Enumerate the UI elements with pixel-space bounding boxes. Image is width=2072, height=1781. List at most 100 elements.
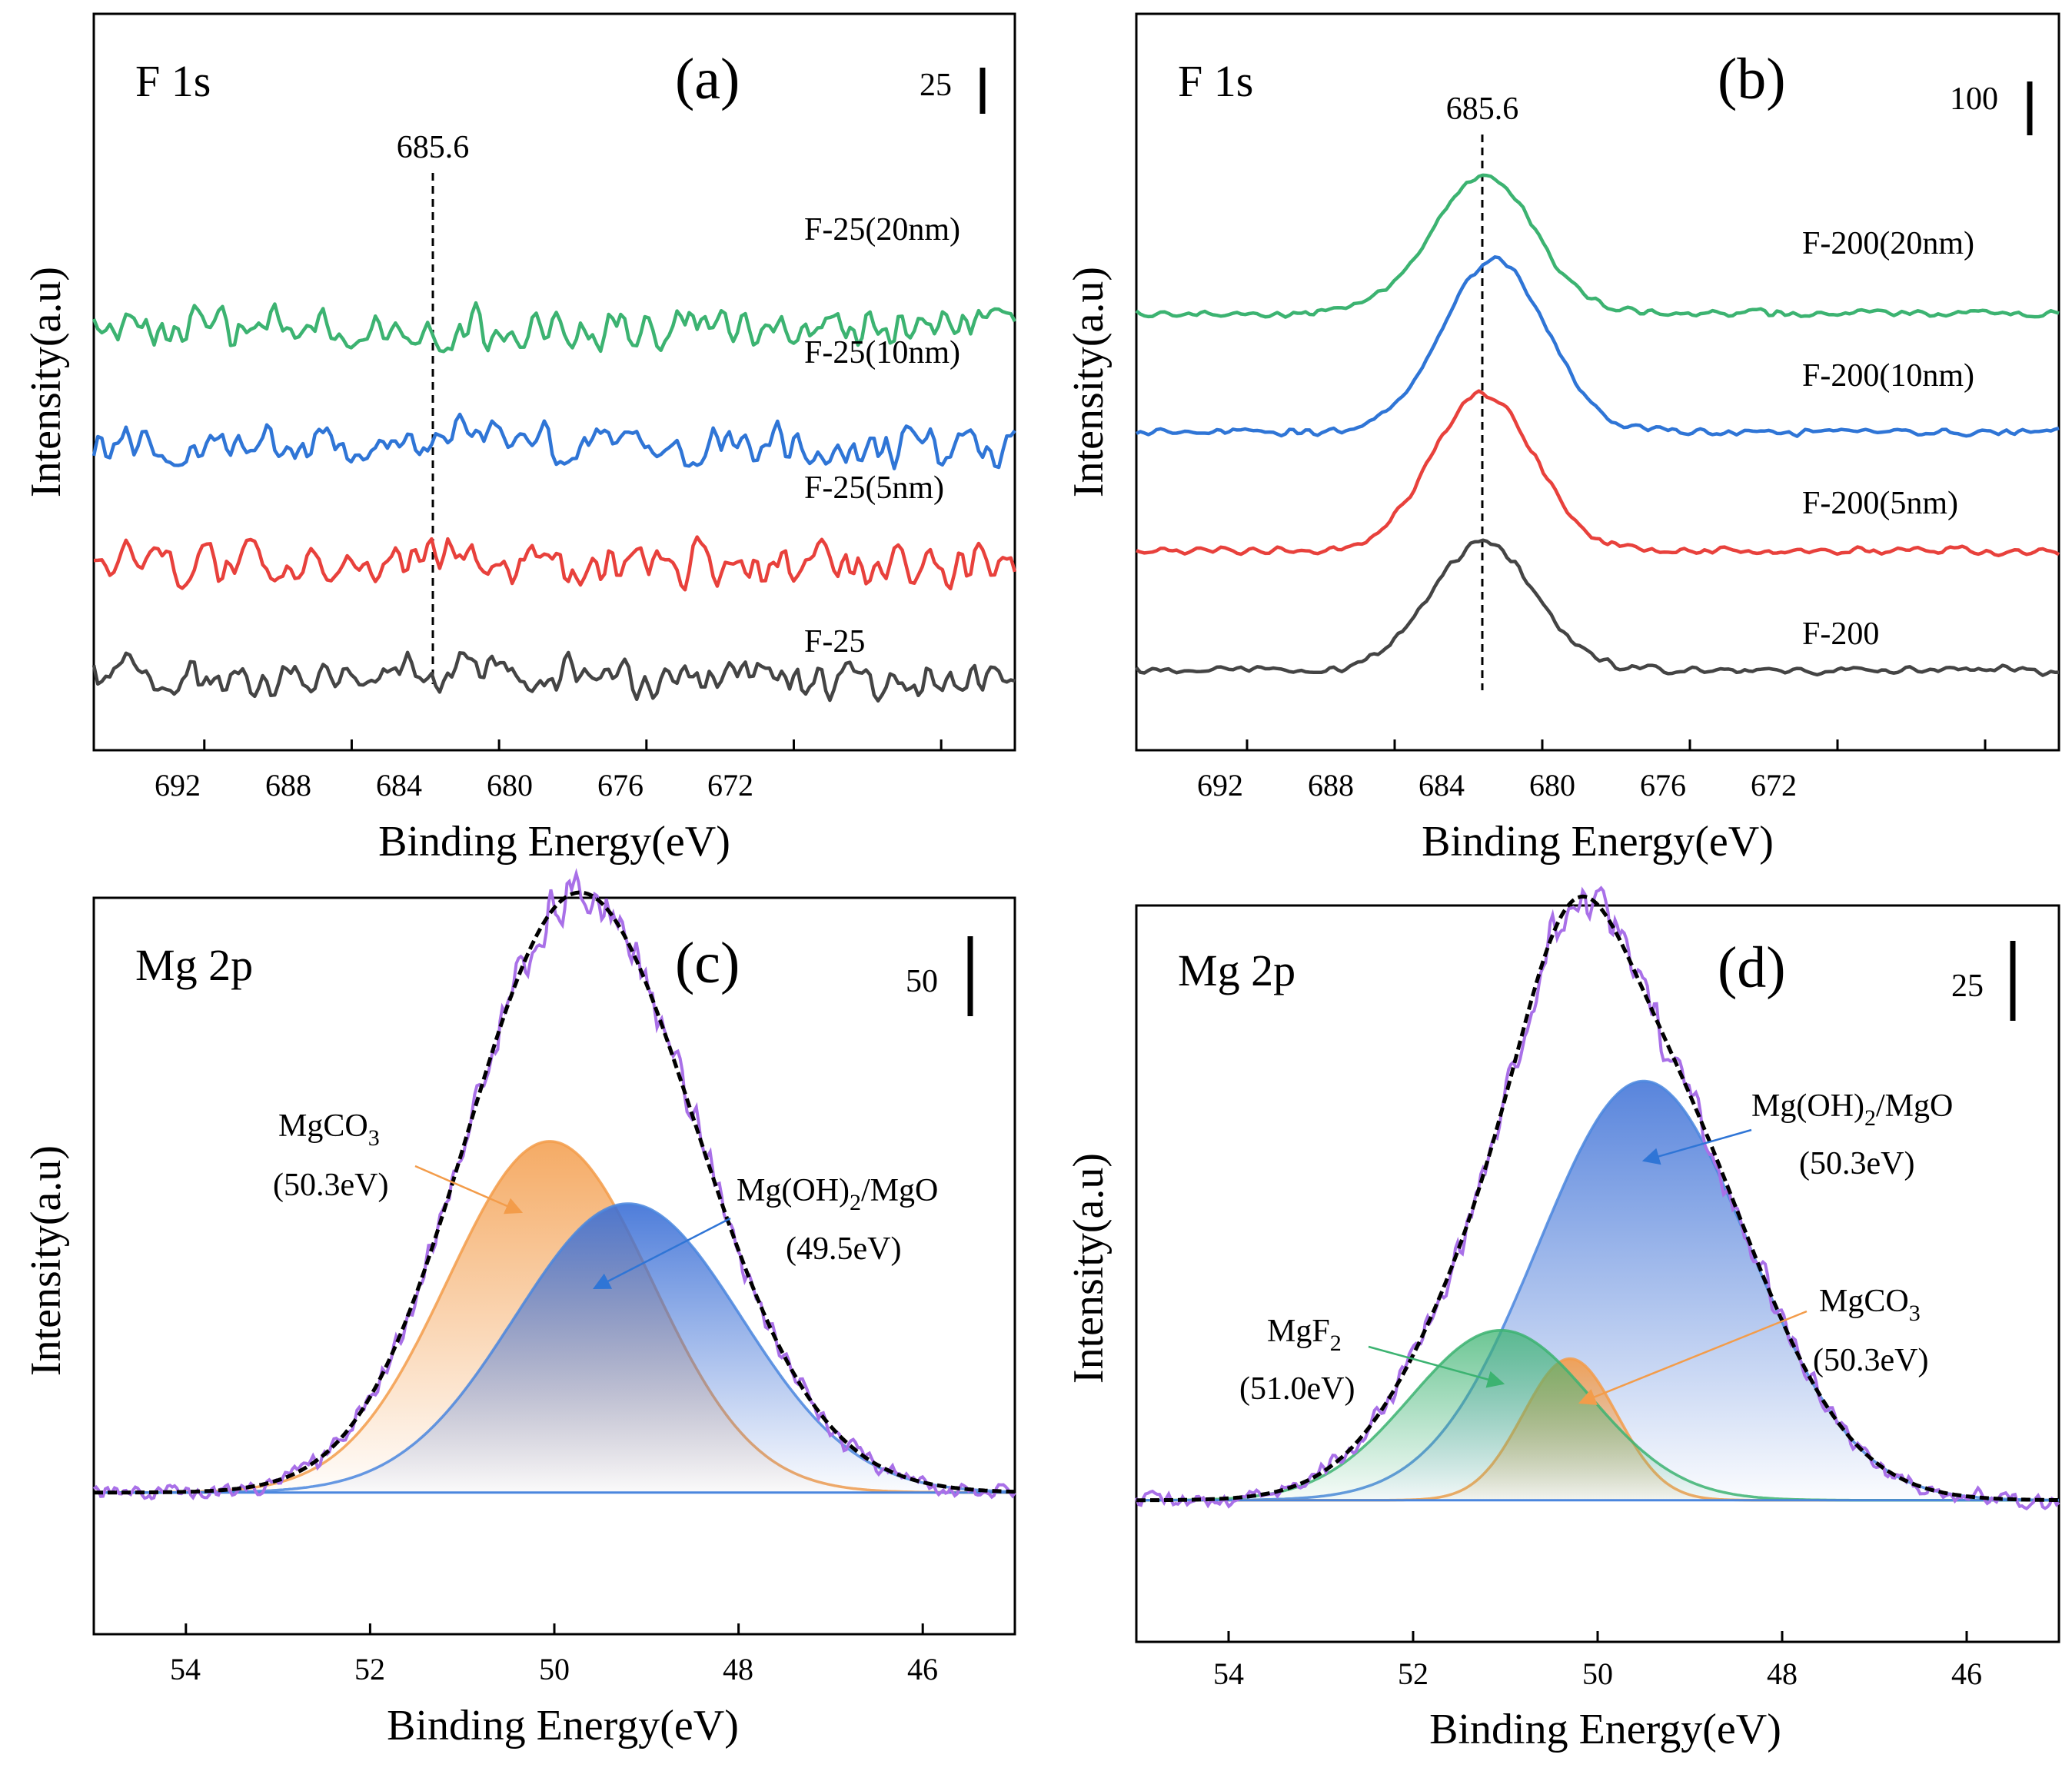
panel-c-x-ticks: [185, 1623, 924, 1634]
panel-a-traces: [91, 301, 1017, 703]
panel-d-scale-value: 25: [1951, 969, 1984, 1004]
panel-c-xlabel: Binding Energy(eV): [387, 1702, 739, 1749]
panel-c-core-level: Mg 2p: [135, 940, 253, 990]
panel-d-mgco3-arrow: [1578, 1310, 1808, 1405]
panel-c-mgco3-base: MgCO: [278, 1108, 368, 1144]
panel-b-series-label-2: F-200(5nm): [1802, 486, 1958, 521]
panel-b-ylabel: Intensity(a.u): [1065, 267, 1112, 497]
panel-b-xlabel: Binding Energy(eV): [1422, 818, 1774, 866]
panel-c-fit-envelope: [94, 890, 1015, 1495]
panel-c-mgoh-sub: 2: [850, 1190, 861, 1215]
panel-b-xtick-5: 672: [1751, 768, 1797, 802]
panel-d-mgoh-pre: Mg(OH): [1751, 1088, 1864, 1124]
panel-b-frame: [1135, 12, 2060, 752]
panel-a-trace-2: [93, 535, 1017, 592]
svg-text:MgCO3: MgCO3: [278, 1108, 380, 1151]
panel-b-scale-value: 100: [1950, 81, 1998, 117]
panel-a-xtick-1: 688: [265, 768, 311, 802]
panel-b-x-ticks: [1246, 739, 1987, 750]
panel-a-xlabel: Binding Energy(eV): [378, 818, 730, 866]
panel-d-mgf2-sub: 2: [1330, 1331, 1342, 1356]
panel-d-letter: (d): [1718, 935, 1786, 1000]
panel-b-letter: (b): [1718, 47, 1786, 111]
panel-d-mgoh-sub: 2: [1864, 1105, 1876, 1131]
panel-b-xtick-3: 680: [1529, 768, 1575, 802]
panel-d-component-fill-2: [1136, 1330, 2059, 1500]
panel-a-letter: (a): [675, 47, 740, 111]
svg-text:Mg(OH)2/MgO: Mg(OH)2/MgO: [737, 1173, 938, 1215]
panel-d-xtick-4: 46: [1951, 1656, 1982, 1691]
panel-c-scale-value: 50: [906, 964, 938, 999]
panel-d-mgoh-post: /MgO: [1876, 1088, 1953, 1124]
svg-text:MgCO3: MgCO3: [1819, 1284, 1921, 1326]
panel-c-mgoh-pre: Mg(OH): [737, 1173, 850, 1208]
panel-c-xtick-3: 48: [723, 1652, 753, 1686]
panel-c-xtick-0: 54: [170, 1652, 201, 1686]
panel-d-plot: [1135, 886, 2060, 1510]
panel-a-trace-3: [91, 650, 1016, 703]
panel-a-ylabel: Intensity(a.u): [22, 267, 70, 497]
panel-c-mgco3-sub: 3: [368, 1125, 380, 1151]
panel-d-xtick-1: 52: [1398, 1656, 1428, 1691]
panel-c-mgco3-arrow: [414, 1165, 524, 1214]
panel-d-xtick-3: 48: [1767, 1656, 1798, 1691]
panel-c-xtick-2: 50: [539, 1652, 570, 1686]
panel-d-xtick-2: 50: [1582, 1656, 1613, 1691]
panel-d-core-level: Mg 2p: [1178, 945, 1295, 995]
panel-b-xtick-1: 688: [1308, 768, 1354, 802]
panel-c-ylabel: Intensity(a.u): [22, 1145, 70, 1376]
panel-b-trace-2: [1136, 389, 2060, 557]
panel-b: F 1s (b) 100 685.6 F-200(20nm) F-200(10n…: [1065, 12, 2060, 866]
panel-a-scale-value: 25: [920, 68, 952, 103]
panel-c-xtick-4: 46: [907, 1652, 938, 1686]
panel-b-core-level: F 1s: [1178, 56, 1253, 106]
panel-a-trace-1: [91, 412, 1016, 470]
panel-a-xtick-3: 680: [487, 768, 533, 802]
panel-b-xtick-0: 692: [1197, 768, 1243, 802]
panel-c-component-fill-1: [94, 1204, 1015, 1493]
svg-text:MgF2: MgF2: [1267, 1314, 1342, 1356]
panel-c: Mg 2p (c) 50 MgCO3 (50.3eV) Mg(OH)2/MgO …: [22, 868, 1016, 1749]
panel-a-peak-label: 685.6: [397, 130, 470, 165]
panel-b-series-label-3: F-200: [1802, 616, 1879, 652]
panel-d-mgco3-sub: 3: [1909, 1301, 1921, 1326]
panel-b-trace-3: [1135, 538, 2060, 677]
panel-c-mgoh-label: Mg(OH)2/MgO (49.5eV): [737, 1173, 938, 1267]
panel-b-peak-label: 685.6: [1446, 91, 1519, 127]
panel-c-plot: [92, 868, 1016, 1500]
panel-d-mgf2-energy: (51.0eV): [1239, 1371, 1355, 1407]
panel-d-mgf2-base: MgF: [1267, 1314, 1330, 1349]
panel-a-core-level: F 1s: [135, 56, 211, 106]
panel-b-xtick-2: 684: [1418, 768, 1465, 802]
panel-a-xtick-0: 692: [155, 768, 201, 802]
panel-a-xtick-5: 672: [707, 768, 753, 802]
panel-d-mgoh-label: Mg(OH)2/MgO (50.3eV): [1751, 1088, 1953, 1181]
panel-a-frame: [92, 12, 1016, 752]
panel-d-mgoh-arrow: [1641, 1128, 1752, 1165]
panel-d-component-fill-0: [1136, 1081, 2059, 1500]
panel-d-xlabel: Binding Energy(eV): [1429, 1706, 1781, 1753]
panel-d-mgf2-arrow: [1368, 1345, 1505, 1388]
panel-d-mgco3-label: MgCO3 (50.3eV): [1813, 1284, 1928, 1378]
panel-c-mgoh-arrow: [592, 1217, 731, 1290]
panel-a: F 1s (a) 25 685.6 F-25(20nm) F-25(10nm) …: [22, 12, 1017, 866]
panel-c-mgoh-post: /MgO: [861, 1173, 938, 1208]
svg-text:Mg(OH)2/MgO: Mg(OH)2/MgO: [1751, 1088, 1953, 1131]
panel-d: Mg 2p (d) 25 Mg(OH)2/MgO (50.3eV) MgCO3 …: [1065, 886, 2060, 1753]
panel-b-trace-1: [1136, 255, 2060, 438]
panel-c-mgco3-label: MgCO3 (50.3eV): [273, 1108, 388, 1203]
panel-d-xtick-0: 54: [1213, 1656, 1244, 1691]
panel-b-series-label-1: F-200(10nm): [1802, 358, 1974, 394]
panel-d-x-ticks: [1227, 1631, 1968, 1642]
panel-c-mgoh-energy: (49.5eV): [786, 1231, 901, 1267]
panel-d-fit-envelope: [1136, 894, 2059, 1503]
panel-a-series-label-3: F-25: [804, 624, 865, 660]
panel-a-trace-0: [91, 301, 1016, 354]
panel-c-xtick-1: 52: [354, 1652, 385, 1686]
panel-c-letter: (c): [675, 931, 740, 995]
panel-d-mgco3-base: MgCO: [1819, 1284, 1909, 1319]
panel-a-series-label-0: F-25(20nm): [804, 212, 960, 248]
panel-b-series-label-0: F-200(20nm): [1802, 226, 1974, 261]
panel-a-xtick-4: 676: [597, 768, 644, 802]
panel-b-xtick-4: 676: [1640, 768, 1686, 802]
